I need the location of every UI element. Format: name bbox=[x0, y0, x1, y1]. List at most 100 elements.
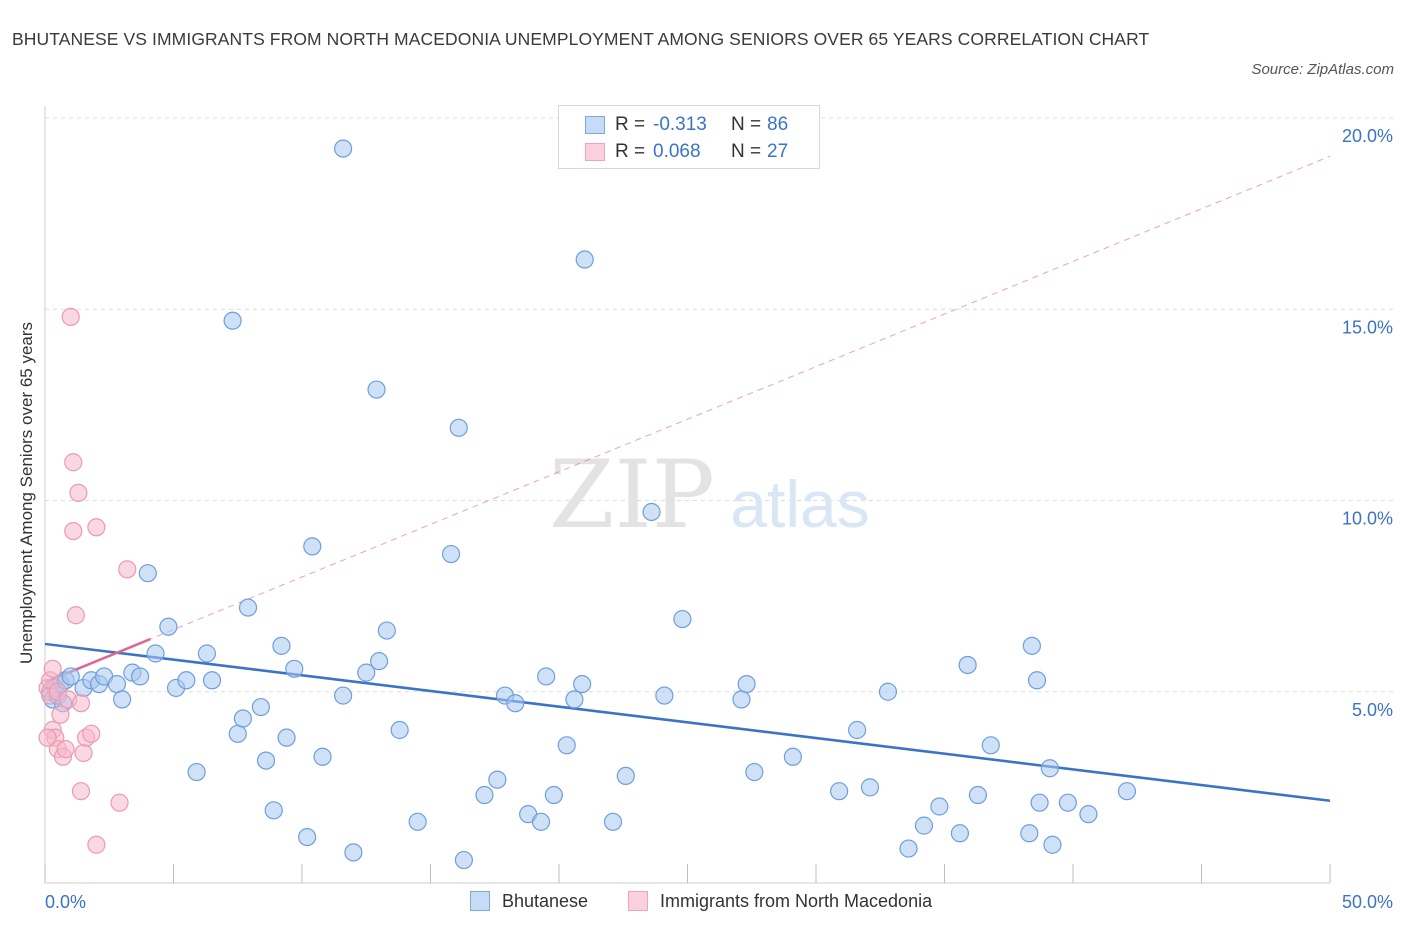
bhutanese-point bbox=[107, 674, 127, 694]
chart-source: Source: ZipAtlas.com bbox=[1251, 61, 1394, 78]
macedonia-point bbox=[64, 453, 83, 472]
bhutanese-point bbox=[277, 728, 296, 747]
legend-row-bhutanese: R = -0.313 N = 86 bbox=[585, 113, 788, 137]
bhutanese-points bbox=[41, 139, 1137, 870]
bhutanese-point bbox=[616, 766, 635, 786]
bhutanese-point bbox=[642, 502, 661, 522]
axes bbox=[44, 106, 1331, 884]
watermark-zip: ZIP bbox=[549, 441, 715, 550]
macedonia-point bbox=[69, 483, 88, 502]
bhutanese-point bbox=[848, 720, 867, 740]
bhutanese-point bbox=[968, 785, 988, 805]
bhutanese-point bbox=[950, 824, 970, 843]
bottom-legend-swatch-blue bbox=[470, 891, 490, 911]
bhutanese-point bbox=[1022, 636, 1041, 655]
bhutanese-point bbox=[544, 785, 563, 805]
bottom-legend-macedonia: Immigrants from North Macedonia bbox=[628, 889, 932, 913]
bhutanese-point bbox=[112, 690, 132, 709]
tick-labels: 5.0% 10.0% 15.0% 20.0% 0.0% 50.0% bbox=[45, 126, 1393, 912]
bhutanese-point bbox=[233, 709, 252, 728]
legend-r-value: -0.313 bbox=[653, 114, 707, 135]
macedonia-points bbox=[38, 307, 137, 854]
legend-r-label: R = bbox=[615, 141, 646, 162]
bhutanese-point bbox=[1043, 835, 1062, 854]
bhutanese-point bbox=[177, 671, 196, 690]
bhutanese-point bbox=[264, 801, 283, 820]
bhutanese-point bbox=[138, 564, 157, 583]
y-axis-label: Unemployment Among Seniors over 65 years bbox=[17, 321, 36, 665]
legend-r-label: R = bbox=[615, 114, 646, 135]
bhutanese-point bbox=[223, 311, 242, 330]
bhutanese-point bbox=[745, 762, 764, 782]
bhutanese-point bbox=[573, 674, 592, 694]
legend-row-macedonia: R = 0.068 N = 27 bbox=[585, 140, 788, 164]
bhutanese-point bbox=[575, 250, 594, 269]
x-tick-label: 0.0% bbox=[45, 892, 86, 912]
bhutanese-point bbox=[187, 762, 206, 782]
macedonia-point bbox=[74, 743, 93, 763]
legend-swatch-pink bbox=[585, 143, 605, 161]
bhutanese-point bbox=[285, 659, 304, 678]
bhutanese-point bbox=[256, 751, 276, 770]
bhutanese-point bbox=[272, 636, 291, 655]
bhutanese-point bbox=[334, 686, 353, 705]
y-tick-label: 5.0% bbox=[1352, 700, 1393, 720]
bhutanese-point bbox=[449, 418, 468, 437]
watermark: ZIP atlas bbox=[549, 441, 870, 550]
macedonia-point bbox=[71, 782, 91, 801]
y-tick-label: 15.0% bbox=[1342, 317, 1393, 337]
bhutanese-point bbox=[737, 674, 756, 694]
watermark-atlas: atlas bbox=[730, 467, 869, 541]
x-tick-label: 50.0% bbox=[1342, 892, 1393, 912]
legend-swatch-blue bbox=[585, 116, 605, 134]
macedonia-point bbox=[51, 705, 70, 724]
bottom-legend-bhutanese: Bhutanese bbox=[470, 889, 588, 913]
bhutanese-point bbox=[298, 827, 317, 847]
macedonia-point bbox=[56, 740, 75, 759]
bhutanese-point bbox=[344, 843, 363, 862]
bhutanese-point bbox=[202, 671, 222, 690]
bhutanese-point bbox=[981, 736, 1000, 755]
macedonia-point bbox=[82, 724, 101, 743]
macedonia-point bbox=[87, 518, 106, 537]
bhutanese-point bbox=[357, 663, 376, 682]
bhutanese-point bbox=[408, 812, 427, 831]
bhutanese-point bbox=[475, 785, 494, 805]
bhutanese-point bbox=[930, 797, 949, 816]
bhutanese-point bbox=[454, 850, 474, 870]
bhutanese-point bbox=[1030, 793, 1049, 812]
bhutanese-point bbox=[878, 682, 898, 701]
macedonia-trend-line-dashed bbox=[44, 155, 1331, 683]
bhutanese-point bbox=[1020, 824, 1039, 843]
bhutanese-point bbox=[783, 747, 802, 766]
macedonia-point bbox=[38, 728, 57, 747]
macedonia-point bbox=[118, 560, 137, 579]
bottom-legend-label: Immigrants from North Macedonia bbox=[660, 890, 933, 911]
bhutanese-point bbox=[1117, 782, 1137, 801]
bhutanese-point bbox=[1058, 793, 1077, 812]
bhutanese-point bbox=[130, 667, 150, 686]
bhutanese-point bbox=[565, 690, 584, 709]
legend-n-label: N = bbox=[731, 114, 762, 135]
bottom-legend-label: Bhutanese bbox=[502, 890, 589, 911]
bhutanese-point bbox=[732, 690, 751, 709]
bhutanese-point bbox=[860, 778, 880, 797]
bhutanese-point bbox=[367, 380, 386, 399]
bhutanese-point bbox=[537, 667, 556, 686]
macedonia-point bbox=[66, 606, 85, 625]
bhutanese-trend-line bbox=[44, 642, 1331, 803]
bhutanese-point bbox=[506, 694, 525, 713]
bhutanese-point bbox=[197, 644, 217, 663]
legend-n-value: 86 bbox=[767, 114, 789, 135]
bottom-legend-swatch-pink bbox=[628, 891, 648, 911]
bhutanese-point bbox=[603, 812, 623, 831]
bhutanese-point bbox=[313, 747, 332, 766]
legend-n-label: N = bbox=[731, 141, 762, 162]
bhutanese-point bbox=[830, 782, 849, 801]
correlation-legend: R = -0.313 N = 86 R = 0.068 N = 27 bbox=[558, 105, 820, 169]
bhutanese-point bbox=[958, 655, 977, 675]
bhutanese-point bbox=[159, 617, 178, 636]
macedonia-point bbox=[110, 793, 129, 812]
bhutanese-point bbox=[441, 544, 461, 564]
y-tick-label: 10.0% bbox=[1342, 509, 1393, 529]
